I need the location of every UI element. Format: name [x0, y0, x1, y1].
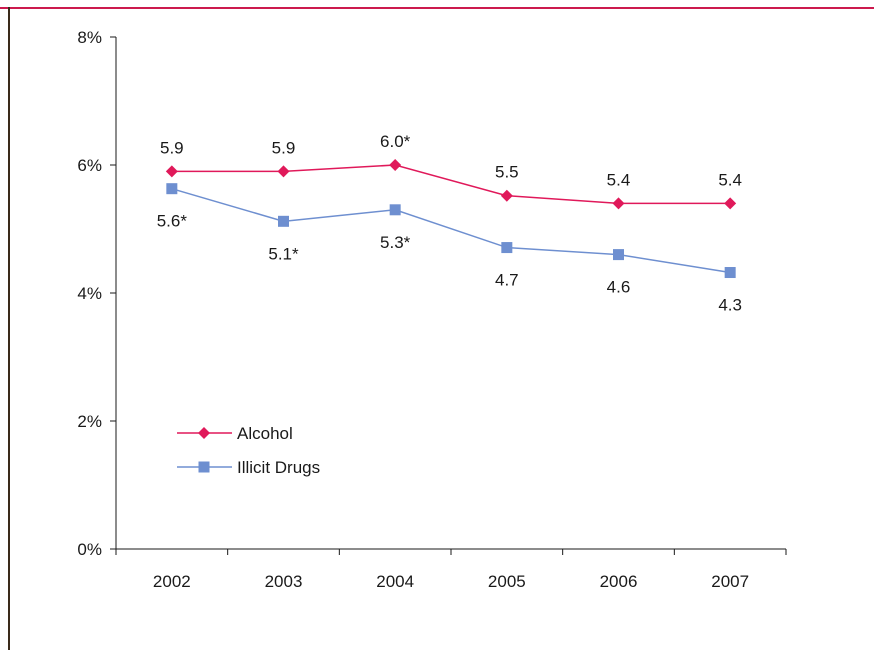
y-tick-label: 8% [77, 28, 102, 47]
alcohol-data-label: 5.4 [607, 170, 631, 189]
legend-illicit-drugs-marker [198, 461, 210, 473]
x-axis: 2002 2003 2004 2005 2006 2007 [115, 548, 787, 591]
legend-illicit-drugs-label: Illicit Drugs [237, 458, 320, 477]
legend: Alcohol Illicit Drugs [177, 424, 320, 477]
alcohol-data-label: 5.5 [495, 163, 519, 182]
series-lines [165, 159, 737, 279]
illicit-drugs-data-label: 4.7 [495, 271, 519, 290]
illicit-drugs-data-point [389, 204, 401, 216]
x-tick-label: 2006 [600, 572, 638, 591]
alcohol-data-label: 5.9 [160, 138, 184, 157]
legend-alcohol-label: Alcohol [237, 424, 293, 443]
y-tick-label: 0% [77, 540, 102, 559]
x-tick-label: 2005 [488, 572, 526, 591]
alcohol-data-label: 5.4 [718, 170, 742, 189]
alcohol-data-point [165, 165, 178, 178]
illicit-drugs-data-label: 5.6* [157, 212, 188, 231]
alcohol-data-label: 6.0* [380, 132, 411, 151]
x-tick-label: 2004 [376, 572, 414, 591]
y-tick-label: 4% [77, 284, 102, 303]
illicit-drugs-data-point [724, 267, 736, 279]
y-tick-label: 2% [77, 412, 102, 431]
illicit-drugs-data-point [501, 242, 513, 254]
x-tick-label: 2002 [153, 572, 191, 591]
illicit-drugs-data-point [613, 249, 624, 261]
alcohol-data-point [612, 197, 625, 210]
illicit-drugs-series-line [171, 187, 731, 274]
alcohol-data-label: 5.9 [272, 138, 296, 157]
data-labels: 5.9 5.9 6.0* 5.5 5.4 5.4 5.6* 5.1* 5.3* 4.7 4.6 4.3 [157, 132, 742, 315]
alcohol-data-point [389, 159, 402, 171]
y-tick-label: 6% [77, 156, 102, 175]
illicit-drugs-data-label: 4.6 [607, 278, 631, 297]
illicit-drugs-data-label: 5.3* [380, 233, 411, 252]
frame-top-border [0, 7, 874, 9]
y-axis: 0% 2% 4% 6% 8% [77, 28, 117, 559]
illicit-drugs-data-point [278, 215, 289, 227]
x-tick-label: 2007 [711, 572, 749, 591]
illicit-drugs-data-label: 5.1* [268, 244, 299, 263]
alcohol-data-point [500, 189, 513, 202]
alcohol-series-line [171, 164, 731, 205]
frame-left-border [8, 7, 10, 650]
illicit-drugs-data-point [166, 183, 178, 195]
alcohol-data-point [277, 165, 290, 178]
illicit-drugs-data-label: 4.3 [718, 296, 742, 315]
x-tick-label: 2003 [265, 572, 303, 591]
legend-alcohol-marker [198, 427, 210, 439]
alcohol-data-point [724, 197, 737, 210]
